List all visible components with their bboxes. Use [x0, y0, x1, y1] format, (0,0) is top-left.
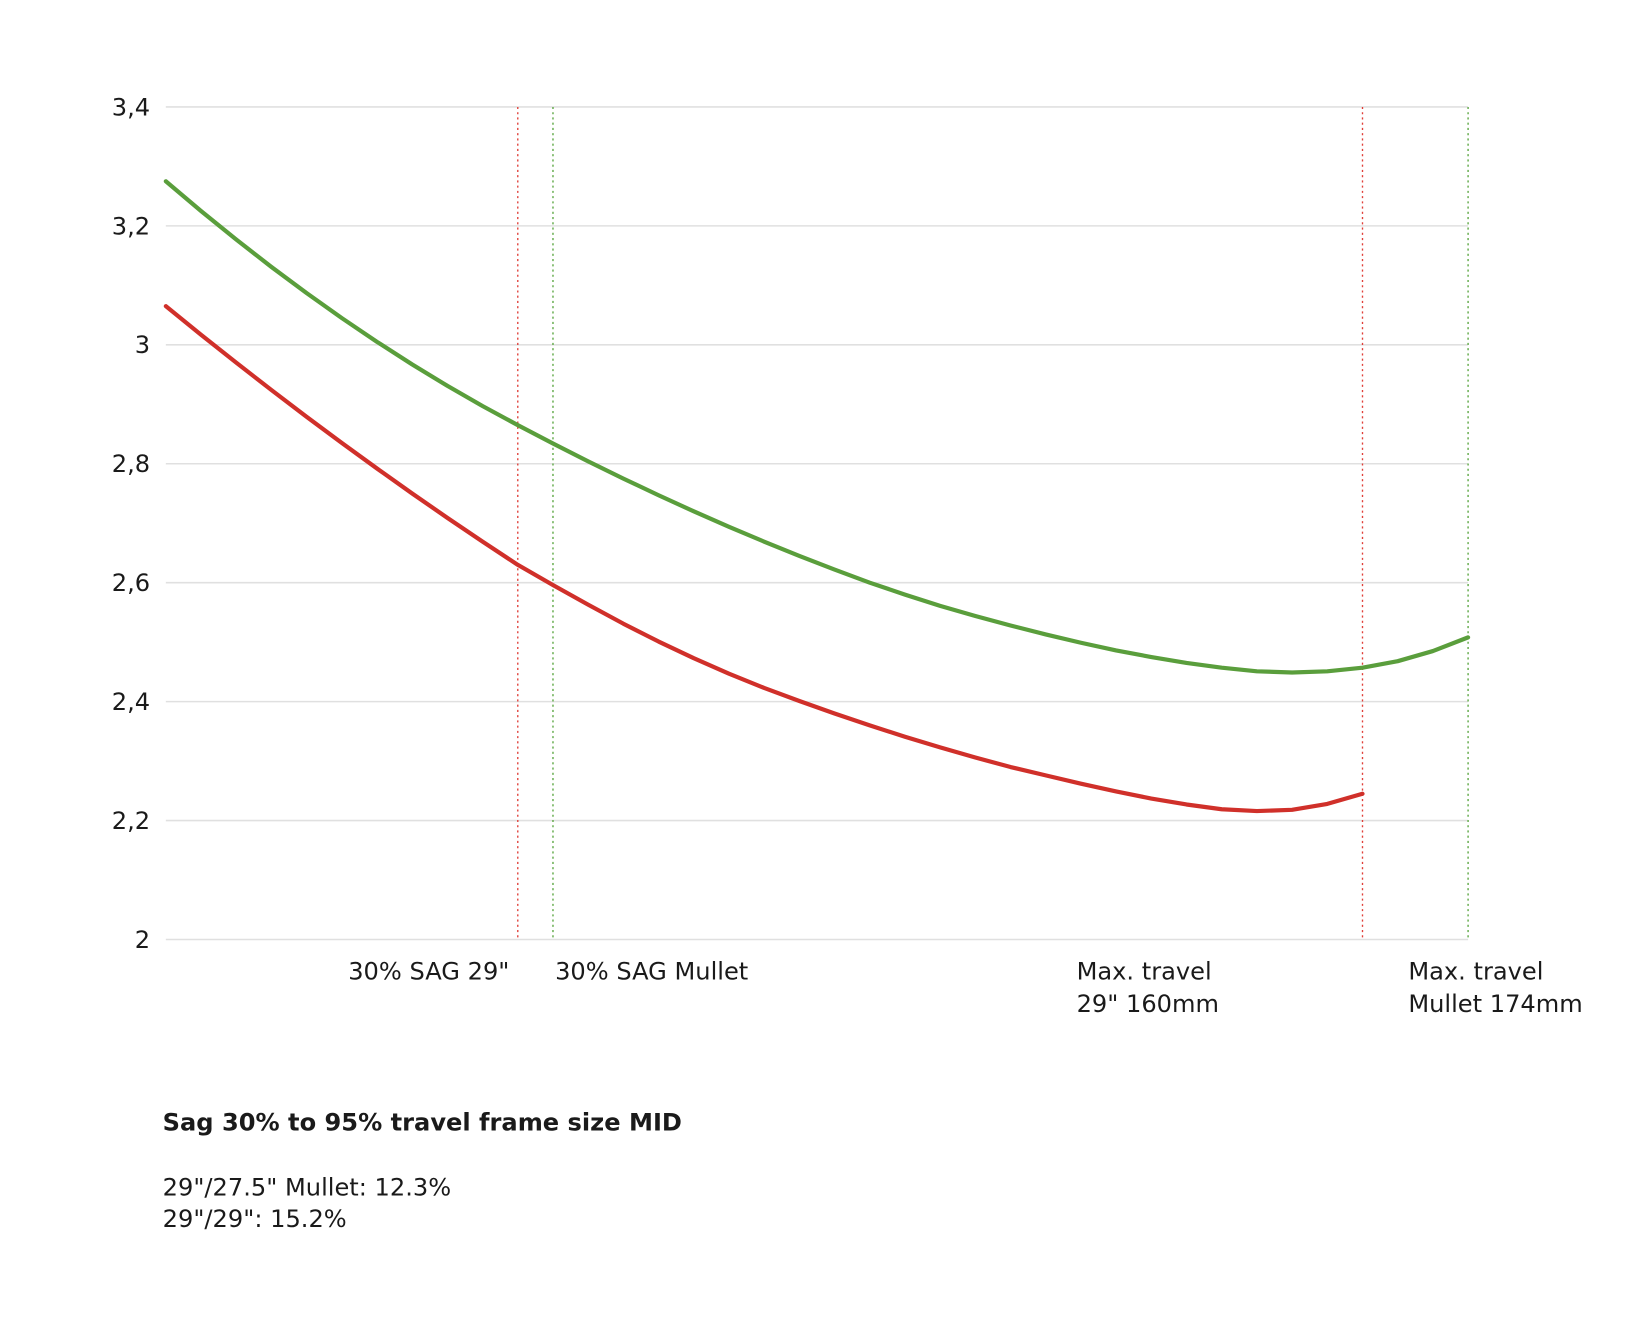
y-tick-label: 2: [135, 926, 150, 954]
y-tick-label: 2,6: [112, 569, 150, 597]
y-tick-label: 3,2: [112, 212, 150, 240]
x-tick-label: 30% SAG 29": [348, 957, 509, 985]
note: 29"/27.5" Mullet: 12.3%: [163, 1173, 451, 1201]
x-tick-label: 30% SAG Mullet: [555, 957, 748, 985]
series-line: [163, 304, 1365, 814]
x-tick-label: Max. travel 29" 160mm: [1077, 957, 1219, 1018]
note: 29"/29": 15.2%: [163, 1205, 347, 1233]
y-tick-label: 2,8: [112, 450, 150, 478]
caption: Sag 30% to 95% travel frame size MID: [163, 1108, 682, 1136]
y-tick-label: 3,4: [112, 93, 150, 121]
y-tick-label: 2,4: [112, 688, 150, 716]
y-tick-label: 3: [135, 331, 150, 359]
y-tick-label: 2,2: [112, 807, 150, 835]
series-line: [163, 179, 1471, 675]
x-tick-label: Max. travel Mullet 174mm: [1408, 957, 1582, 1018]
